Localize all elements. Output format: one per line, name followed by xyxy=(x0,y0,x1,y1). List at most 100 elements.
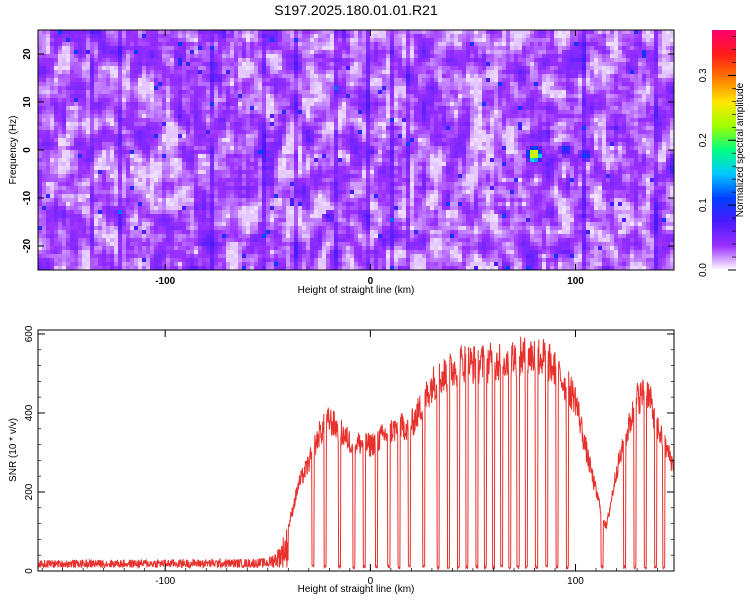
spectrogram-cell xyxy=(58,82,63,87)
spectrogram-cell xyxy=(270,254,275,259)
spectrogram-cell xyxy=(218,166,223,171)
spectrogram-cell xyxy=(58,230,63,235)
spectrogram-cell xyxy=(158,210,163,215)
spectrogram-cell xyxy=(274,210,279,215)
spectrogram-cell xyxy=(38,242,43,247)
spectrogram-cell xyxy=(342,250,347,255)
spectrogram-cell xyxy=(190,50,195,55)
spectrogram-cell xyxy=(58,178,63,183)
spectrogram-cell xyxy=(198,82,203,87)
spectrogram-cell xyxy=(302,66,307,71)
spectrogram-cell xyxy=(290,266,295,270)
spectrogram-cell xyxy=(306,38,311,43)
spectrogram-cell xyxy=(238,66,243,71)
spectrogram-cell xyxy=(298,74,303,79)
spectrogram-cell xyxy=(278,222,283,227)
spectrogram-cell xyxy=(254,122,259,127)
spectrogram-cell xyxy=(134,262,139,267)
spectrogram-cell xyxy=(170,146,175,151)
spectrogram-cell xyxy=(274,118,279,123)
spectrogram-cell xyxy=(354,82,359,87)
spectrogram-cell xyxy=(218,50,223,55)
spectrogram-cell xyxy=(54,210,59,215)
spectrogram-cell xyxy=(182,158,187,163)
spectrogram-cell xyxy=(318,194,323,199)
spectrogram-cell xyxy=(66,126,71,131)
spectrogram-cell xyxy=(286,222,291,227)
spectrogram-cell xyxy=(234,114,239,119)
spectrogram-cell xyxy=(154,258,159,263)
spectrogram-cell xyxy=(178,250,183,255)
spectrogram-cell xyxy=(178,162,183,167)
spectrogram-cell xyxy=(114,58,119,63)
spectrogram-cell xyxy=(306,122,311,127)
spectrogram-cell xyxy=(314,158,319,163)
spectrogram-cell xyxy=(118,34,123,39)
spectrogram-cell xyxy=(334,146,339,151)
spectrogram-cell xyxy=(50,30,55,35)
spectrogram-cell xyxy=(306,146,311,151)
spectrogram-cell xyxy=(362,258,367,263)
spectrogram-cell xyxy=(290,114,295,119)
spectrogram-cell xyxy=(190,34,195,39)
spectrogram-cell xyxy=(282,118,287,123)
spectrogram-cell xyxy=(182,190,187,195)
spectrogram-cell xyxy=(342,242,347,247)
spectrogram-cell xyxy=(154,246,159,251)
spectrogram-cell xyxy=(274,78,279,83)
spectrogram-cell xyxy=(94,226,99,231)
spectrogram-cell xyxy=(226,242,231,247)
spectrogram-cell xyxy=(346,242,351,247)
spectrogram-cell xyxy=(54,258,59,263)
spectrogram-cell xyxy=(294,86,299,91)
spectrogram-cell xyxy=(286,118,291,123)
spectrogram-cell xyxy=(46,74,51,79)
spectrogram-cell xyxy=(162,82,167,87)
spectrogram-cell xyxy=(122,146,127,151)
spectrogram-cell xyxy=(214,234,219,239)
spectrogram-cell xyxy=(218,226,223,231)
spectrogram-cell xyxy=(266,182,271,187)
spectrogram-cell xyxy=(262,126,267,131)
spectrogram-cell xyxy=(342,218,347,223)
spectrogram-cell xyxy=(38,258,43,263)
spectrogram-cell xyxy=(182,118,187,123)
spectrogram-cell xyxy=(338,74,343,79)
spectrogram-cell xyxy=(310,226,315,231)
spectrogram-cell xyxy=(146,62,151,67)
spectrogram-cell xyxy=(290,258,295,263)
spectrogram-cell xyxy=(46,126,51,131)
spectrogram-cell xyxy=(278,50,283,55)
spectrogram-cell xyxy=(158,50,163,55)
spectrogram-cell xyxy=(70,38,75,43)
spectrogram-cell xyxy=(314,210,319,215)
spectrogram-cell xyxy=(334,242,339,247)
spectrogram-cell xyxy=(298,170,303,175)
spectrogram-cell xyxy=(274,186,279,191)
spectrogram-cell xyxy=(298,146,303,151)
spectrogram-cell xyxy=(74,206,79,211)
spectrogram-cell xyxy=(146,178,151,183)
spectrogram-cell xyxy=(242,170,247,175)
spectrogram-cell xyxy=(226,194,231,199)
spectrogram-cell xyxy=(306,194,311,199)
spectrogram-cell xyxy=(130,126,135,131)
spectrogram-cell xyxy=(350,218,355,223)
spectrogram-cell xyxy=(322,194,327,199)
spectrogram-cell xyxy=(202,54,207,59)
spectrogram-cell xyxy=(122,38,127,43)
spectrogram-cell xyxy=(194,42,199,47)
spectrogram-cell xyxy=(326,90,331,95)
spectrogram-cell xyxy=(330,138,335,143)
spectrogram-cell xyxy=(78,154,83,159)
spectrogram-cell xyxy=(226,86,231,91)
spectrogram-cell xyxy=(78,226,83,231)
spectrogram-cell xyxy=(138,238,143,243)
spectrogram-cell xyxy=(222,94,227,99)
spectrogram-cell xyxy=(274,162,279,167)
spectrogram-cell xyxy=(310,250,315,255)
spectrogram-cell xyxy=(310,38,315,43)
spectrogram-cell xyxy=(250,254,255,259)
spectrogram-cell xyxy=(206,142,211,147)
spectrogram-cell xyxy=(290,154,295,159)
